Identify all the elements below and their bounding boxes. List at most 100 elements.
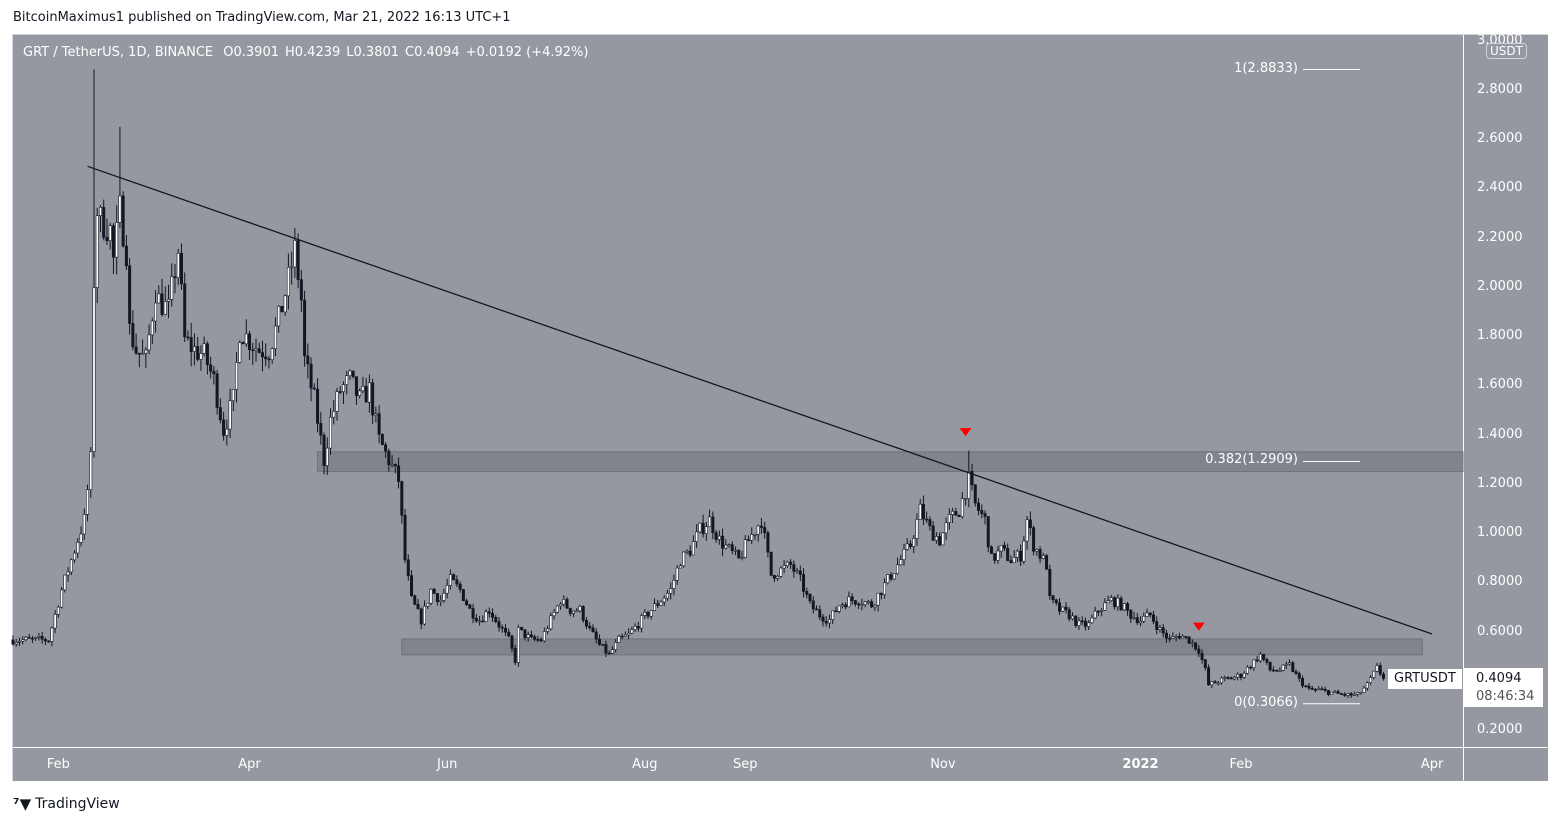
candle-up	[653, 603, 657, 611]
price-tick: 1.8000	[1477, 328, 1523, 344]
candle-down	[452, 574, 456, 581]
candle-up	[341, 384, 345, 392]
candle-up	[753, 534, 757, 536]
candle-down	[1265, 659, 1269, 663]
bar-countdown: 08:46:34	[1476, 689, 1535, 704]
candle-up	[1025, 519, 1029, 542]
candle-up	[1375, 665, 1379, 672]
candle-up	[170, 276, 174, 300]
candle-down	[111, 225, 115, 258]
candle-down	[1268, 661, 1272, 671]
candle-down	[1382, 673, 1386, 679]
candle-down	[306, 355, 310, 365]
candle-down	[870, 601, 874, 608]
candle-down	[267, 358, 271, 361]
candle-up	[740, 557, 744, 559]
candle-down	[248, 333, 252, 351]
chart-pane[interactable]	[13, 35, 1463, 747]
candle-up	[695, 531, 699, 542]
candle-down	[1339, 693, 1343, 695]
candle-up	[1070, 615, 1074, 620]
candle-up	[665, 592, 669, 599]
candle-down	[397, 465, 401, 482]
candle-up	[549, 615, 553, 630]
candle-down	[458, 583, 462, 590]
candle-down	[529, 634, 533, 638]
candle-down	[1054, 599, 1058, 604]
candle-up	[37, 636, 41, 638]
candle-up	[1365, 682, 1369, 689]
candle-up	[147, 334, 151, 351]
high-value: 0.4239	[294, 45, 341, 60]
candle-up	[682, 551, 686, 567]
candle-up	[442, 592, 446, 601]
candle-up	[633, 625, 637, 630]
candle-up	[199, 353, 203, 360]
candle-up	[562, 599, 566, 605]
candle-down	[591, 627, 595, 633]
candle-up	[964, 498, 968, 500]
candle-up	[860, 604, 864, 606]
candle-up	[1281, 664, 1285, 671]
fib-label: 1(2.8833)	[1234, 60, 1298, 76]
tradingview-logo[interactable]: ⁷▼ TradingView	[13, 795, 120, 813]
candle-up	[944, 522, 948, 534]
candle-down	[1074, 615, 1078, 626]
candle-up	[876, 592, 880, 606]
time-tick: Nov	[930, 757, 956, 772]
candle-down	[468, 604, 472, 609]
currency-badge[interactable]: USDT	[1486, 43, 1527, 59]
candle-up	[238, 342, 242, 363]
candle-down	[802, 574, 806, 592]
candle-down	[40, 636, 44, 640]
price-tick: 0.8000	[1477, 574, 1523, 590]
price-axis[interactable]	[1464, 35, 1548, 747]
symbol-title: GRT / TetherUS, 1D, BINANCE	[23, 45, 214, 60]
candle-down	[746, 539, 750, 541]
time-tick: Jun	[437, 757, 458, 772]
candle-down	[701, 522, 705, 534]
candle-down	[1207, 667, 1211, 686]
candle-down	[769, 551, 773, 576]
candle-down	[1310, 687, 1314, 690]
candle-down	[565, 599, 569, 609]
candle-down	[1313, 689, 1317, 691]
candle-down	[179, 252, 183, 285]
candle-down	[1119, 597, 1123, 611]
candle-up	[941, 532, 945, 546]
open-value: 0.3901	[233, 45, 280, 60]
price-tick: 1.2000	[1477, 475, 1523, 491]
candle-up	[228, 400, 232, 430]
candle-up	[79, 533, 83, 543]
candle-down	[471, 608, 475, 619]
candle-up	[82, 514, 86, 535]
candle-down	[536, 639, 540, 641]
time-axis[interactable]	[13, 748, 1463, 781]
candle-up	[270, 348, 274, 360]
candle-down	[1197, 648, 1201, 654]
candle-up	[847, 596, 851, 608]
candle-up	[886, 574, 890, 584]
price-tick: 2.8000	[1477, 82, 1523, 97]
candle-up	[704, 526, 708, 534]
candle-down	[47, 640, 51, 643]
candle-down	[620, 635, 624, 638]
candle-up	[439, 600, 443, 602]
time-tick: Feb	[46, 757, 70, 772]
candle-up	[756, 525, 760, 535]
tradingview-brand: TradingView	[35, 796, 120, 812]
candle-up	[14, 642, 18, 645]
candle-up	[795, 570, 799, 573]
candle-down	[364, 386, 368, 403]
time-tick: Apr	[238, 757, 261, 772]
candle-down	[1213, 681, 1217, 684]
candle-up	[1132, 617, 1136, 619]
candle-up	[86, 489, 90, 515]
candle-up	[526, 634, 530, 638]
candle-down	[977, 502, 981, 511]
candle-down	[523, 629, 527, 638]
candle-down	[656, 603, 660, 606]
candle-down	[808, 594, 812, 602]
candle-up	[108, 225, 112, 241]
price-tick: 2.0000	[1477, 278, 1523, 294]
